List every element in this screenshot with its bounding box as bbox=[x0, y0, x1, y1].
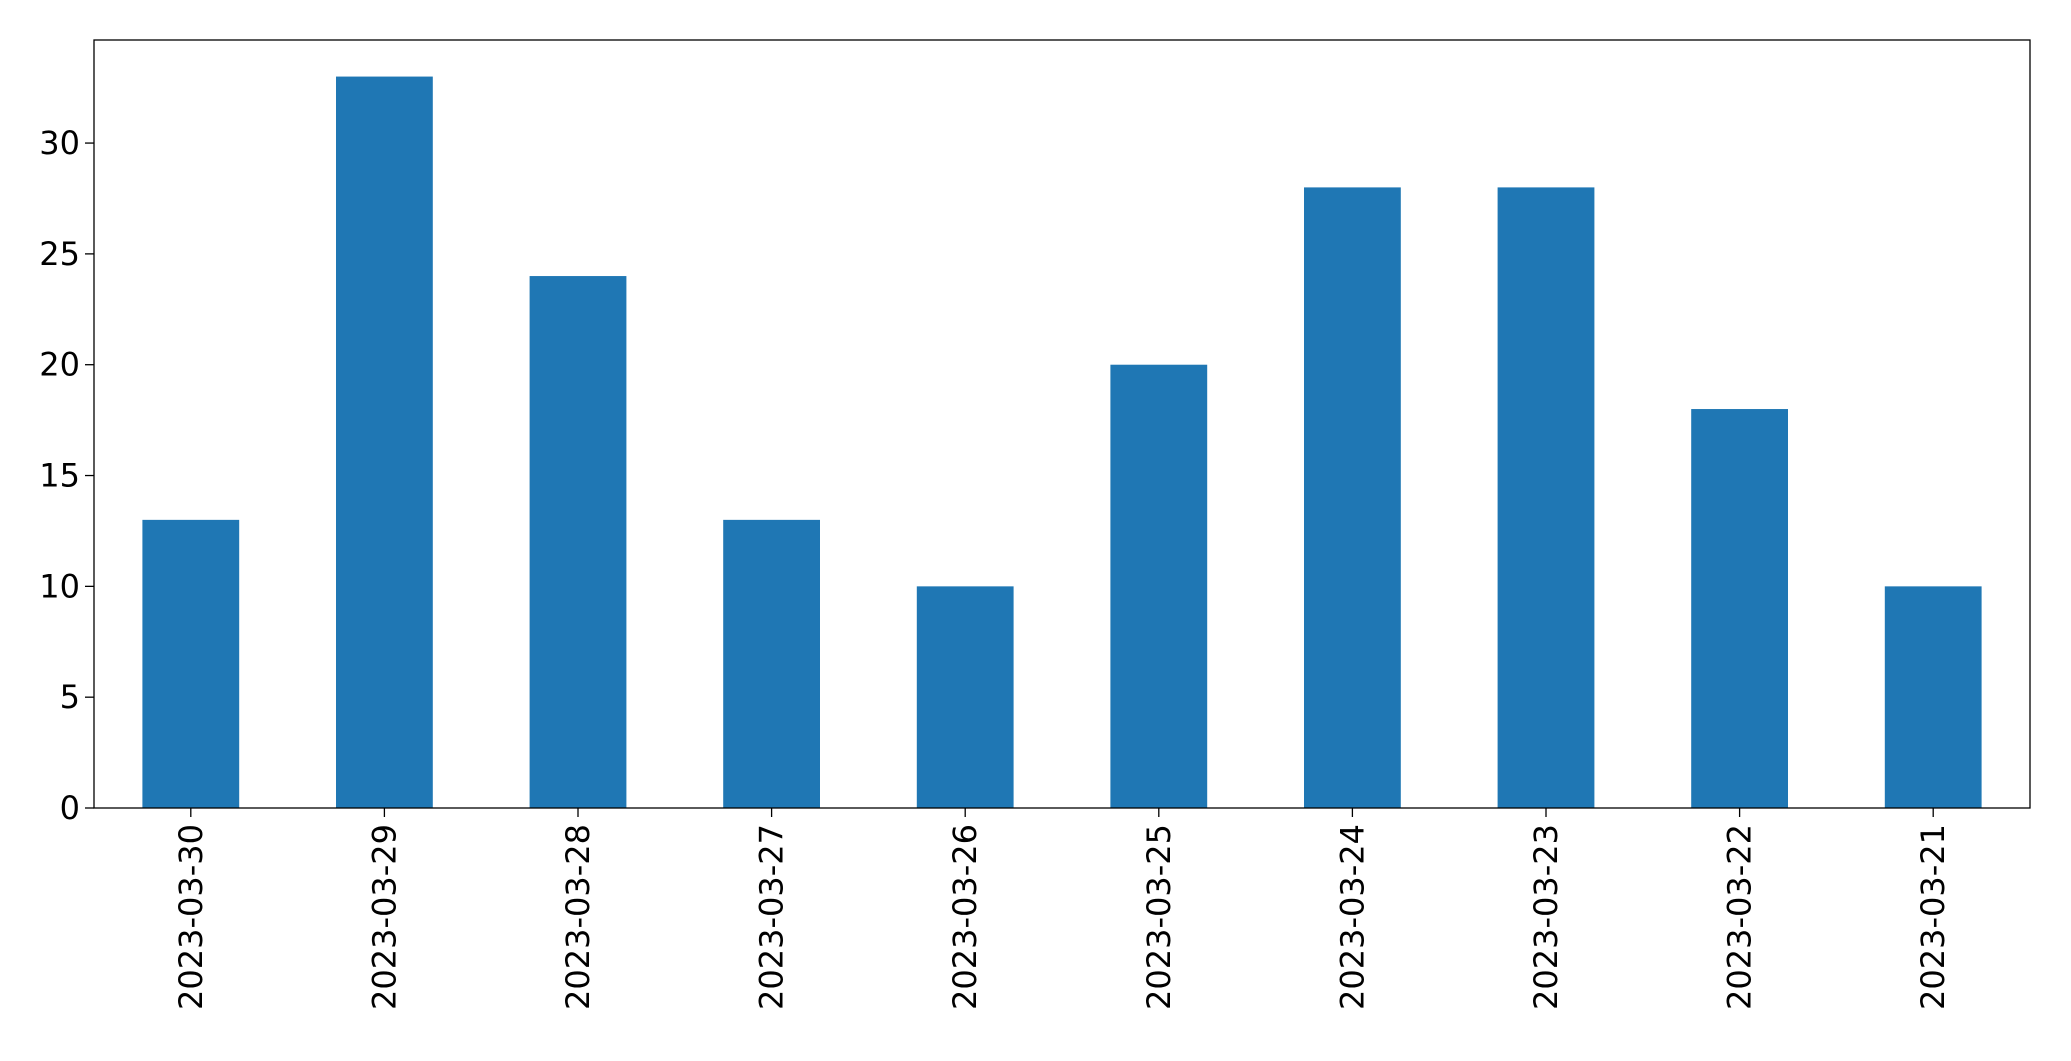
y-tick-label: 25 bbox=[39, 235, 80, 273]
y-tick-label: 20 bbox=[39, 346, 80, 384]
y-tick-label: 30 bbox=[39, 124, 80, 162]
bar bbox=[1691, 409, 1788, 808]
bar bbox=[142, 519, 240, 808]
x-tick-label: 2023-03-29 bbox=[365, 824, 403, 1010]
bar bbox=[1884, 586, 1982, 808]
x-tick-label: 2023-03-24 bbox=[1333, 824, 1371, 1010]
y-tick-label: 10 bbox=[39, 567, 80, 605]
bar bbox=[723, 519, 820, 808]
x-tick-label: 2023-03-21 bbox=[1914, 824, 1952, 1010]
bar bbox=[529, 276, 627, 808]
y-tick-label: 15 bbox=[39, 457, 80, 495]
x-tick-label: 2023-03-30 bbox=[172, 824, 210, 1010]
x-tick-label: 2023-03-23 bbox=[1527, 824, 1565, 1010]
x-tick-label: 2023-03-22 bbox=[1721, 824, 1759, 1010]
bar bbox=[1110, 364, 1208, 808]
x-tick-label: 2023-03-25 bbox=[1140, 824, 1178, 1010]
bar bbox=[336, 76, 433, 809]
plot-frame bbox=[93, 39, 2031, 809]
bar bbox=[916, 586, 1014, 808]
bar bbox=[1497, 187, 1595, 809]
x-tick-label: 2023-03-26 bbox=[946, 824, 984, 1010]
y-tick-label: 0 bbox=[60, 789, 80, 827]
bar bbox=[1304, 187, 1401, 809]
x-tick-label: 2023-03-27 bbox=[753, 824, 791, 1010]
y-tick-label: 5 bbox=[60, 678, 80, 716]
x-tick-label: 2023-03-28 bbox=[559, 824, 597, 1010]
